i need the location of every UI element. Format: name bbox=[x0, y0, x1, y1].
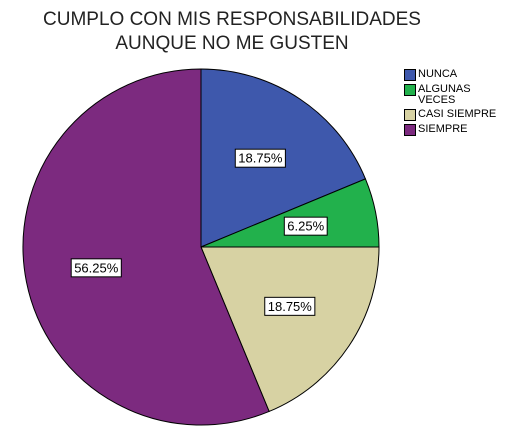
chart-title: CUMPLO CON MIS RESPONSABILIDADES bbox=[43, 9, 421, 30]
legend-swatch bbox=[404, 84, 416, 96]
legend-item: NUNCA bbox=[404, 68, 498, 81]
data-label-box bbox=[234, 148, 286, 168]
legend-swatch bbox=[404, 69, 416, 81]
legend-label: ALGUNAS VECES bbox=[418, 83, 471, 106]
legend-label: NUNCA bbox=[418, 68, 458, 80]
legend-swatch bbox=[404, 124, 416, 136]
legend-label: CASI SIEMPRE bbox=[418, 108, 497, 120]
chart-title: AUNQUE NO ME GUSTEN bbox=[115, 33, 348, 54]
data-label: 56.25% bbox=[74, 260, 119, 275]
legend-item: CASI SIEMPRE bbox=[404, 108, 498, 121]
data-label: 18.75% bbox=[268, 299, 313, 314]
legend-label: SIEMPRE bbox=[418, 123, 468, 135]
data-label-box bbox=[264, 296, 316, 316]
data-label: 6.25% bbox=[287, 219, 324, 234]
data-label-box bbox=[70, 258, 122, 278]
pie-slice bbox=[22, 68, 270, 426]
pie-slice bbox=[200, 246, 380, 413]
legend-item: ALGUNAS VECES bbox=[404, 83, 498, 106]
legend-swatch bbox=[404, 109, 416, 121]
data-label-box bbox=[283, 216, 328, 236]
data-label: 18.75% bbox=[238, 151, 283, 166]
legend-item: SIEMPRE bbox=[404, 123, 498, 136]
legend: NUNCA ALGUNAS VECES CASI SIEMPRE SIEMPRE bbox=[404, 68, 498, 138]
